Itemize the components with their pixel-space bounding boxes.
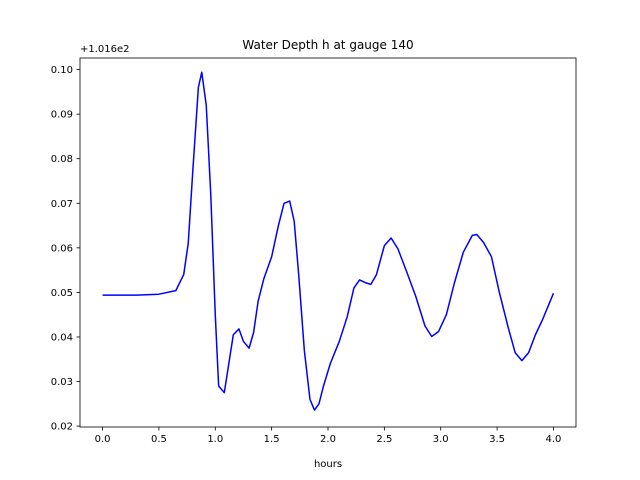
y-tick-label: 0.02 bbox=[51, 422, 73, 433]
x-tick-label: 2.5 bbox=[376, 434, 392, 445]
x-tick-label: 3.5 bbox=[489, 434, 505, 445]
chart-title: Water Depth h at gauge 140 bbox=[242, 38, 413, 52]
x-tick-label: 4.0 bbox=[546, 434, 562, 445]
x-tick-label: 2.0 bbox=[320, 434, 336, 445]
series-line-0 bbox=[102, 71, 555, 411]
x-tick-label: 0.0 bbox=[95, 434, 111, 445]
y-tick-label: 0.03 bbox=[51, 377, 73, 388]
x-axis-label: hours bbox=[314, 459, 342, 470]
y-axis-offset-label: +1.016e2 bbox=[80, 44, 130, 55]
y-tick-label: 0.05 bbox=[51, 288, 73, 299]
y-tick-label: 0.04 bbox=[51, 332, 73, 343]
y-tick-label: 0.09 bbox=[51, 110, 73, 121]
x-tick-label: 0.5 bbox=[151, 434, 167, 445]
y-tick-label: 0.06 bbox=[51, 243, 73, 254]
x-tick-label: 3.0 bbox=[433, 434, 449, 445]
x-tick-label: 1.0 bbox=[207, 434, 223, 445]
y-tick-label: 0.10 bbox=[51, 65, 73, 76]
plot-area: 0.0 0.5 1.0 1.5 2.0 2.5 3.0 3.5 4.0 0.02 0.03 0.04 0… bbox=[51, 57, 577, 445]
y-tick-label: 0.07 bbox=[51, 199, 73, 210]
y-tick-label: 0.08 bbox=[51, 154, 73, 165]
x-tick-label: 1.5 bbox=[264, 434, 280, 445]
